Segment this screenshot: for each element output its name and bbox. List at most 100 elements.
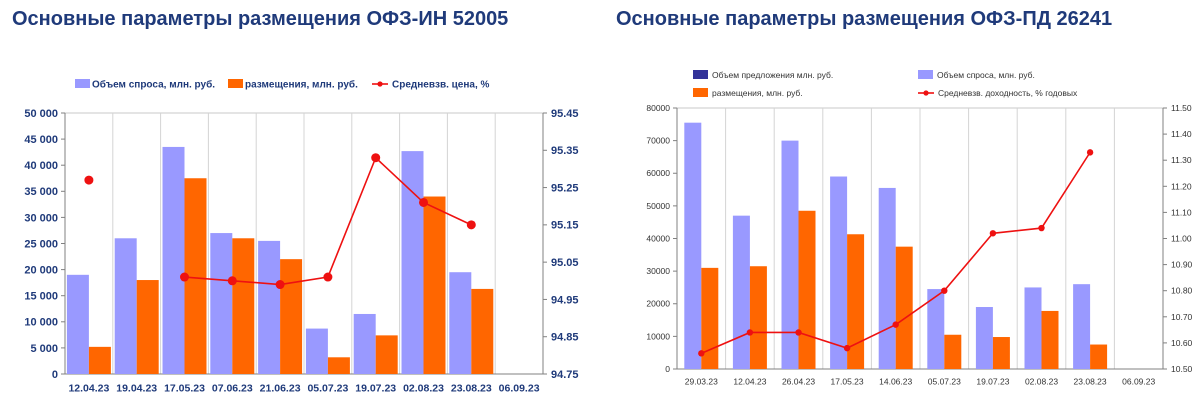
y-tick-label-left: 25 000	[24, 238, 58, 250]
line-point	[275, 280, 285, 290]
bar-demand	[66, 274, 89, 374]
y-tick-label-left: 80000	[646, 103, 670, 113]
x-tick-label: 17.05.23	[164, 383, 205, 395]
line-point	[419, 197, 428, 207]
y-tick-label-right: 95.15	[551, 220, 579, 232]
x-tick-label: 21.06.23	[260, 383, 301, 395]
line-point	[698, 350, 705, 357]
line-point	[84, 175, 94, 185]
bar-demand	[114, 238, 137, 374]
bar-placement	[1090, 344, 1108, 369]
bar-demand	[1024, 287, 1042, 369]
x-tick-label: 02.08.23	[1025, 377, 1058, 387]
bar-placement	[136, 280, 159, 374]
x-tick-label: 02.08.23	[403, 383, 444, 395]
y-tick-label-right: 10.70	[1171, 312, 1193, 322]
y-tick-label-right: 11.40	[1171, 129, 1192, 139]
legend-swatch	[75, 79, 90, 88]
line-point	[227, 276, 237, 286]
y-tick-label-left: 40000	[646, 233, 670, 243]
y-tick-label-right: 10.60	[1171, 338, 1193, 348]
x-tick-label: 12.04.23	[68, 383, 109, 395]
bar-placement	[992, 337, 1010, 369]
y-tick-label-right: 11.00	[1171, 233, 1192, 243]
x-tick-label: 14.06.23	[879, 377, 912, 387]
legend-swatch	[228, 79, 243, 88]
line-point	[180, 272, 189, 282]
y-tick-label-right: 11.10	[1171, 207, 1192, 217]
x-tick-label: 12.04.23	[733, 377, 766, 387]
y-tick-label-left: 10 000	[24, 317, 58, 329]
x-tick-label: 05.07.23	[307, 383, 348, 395]
legend-label: Объем спроса, млн. руб.	[92, 79, 215, 91]
line-point	[1086, 149, 1094, 156]
line-point	[371, 153, 381, 163]
bar-demand	[258, 240, 281, 374]
chart-panel-ofz-in-52005: Основные параметры размещения ОФЗ-ИН 520…	[12, 8, 579, 395]
y-tick-label-left: 10000	[646, 331, 670, 341]
bar-placement	[1041, 310, 1059, 369]
x-tick-label: 23.08.23	[451, 383, 492, 395]
x-tick-label: 26.04.23	[782, 377, 815, 387]
y-tick-label-left: 5 000	[30, 343, 58, 355]
x-tick-label: 29.03.23	[685, 377, 718, 387]
bar-placement	[184, 178, 207, 374]
y-tick-label-right: 10.90	[1171, 260, 1193, 270]
y-tick-label-left: 50000	[646, 201, 670, 211]
y-tick-label-left: 30000	[646, 266, 670, 276]
legend-swatch	[693, 88, 708, 97]
y-tick-label-left: 60000	[646, 168, 670, 178]
line-point	[892, 321, 899, 328]
y-tick-label-left: 20 000	[24, 264, 58, 276]
chart-title: Основные параметры размещения ОФЗ-ИН 520…	[12, 8, 509, 30]
y-tick-label-left: 15 000	[24, 291, 58, 303]
bar-placement	[798, 210, 816, 369]
line-point	[795, 329, 802, 336]
bar-placement	[944, 334, 962, 369]
chart-ofz-in-52005: 0 5 000 10 000 15 000 20 000 25 000 30 000 35 0…	[24, 79, 579, 395]
y-tick-label-right: 11.50	[1171, 103, 1192, 113]
legend-swatch	[693, 70, 708, 79]
bar-demand	[449, 272, 472, 374]
bar-demand	[162, 146, 185, 374]
bar-placement	[895, 246, 913, 369]
x-tick-label: 19.07.23	[355, 383, 396, 395]
line-point	[466, 220, 476, 230]
bar-placement	[327, 357, 350, 374]
legend-label: Средневзв. доходность, % годовых	[938, 88, 1078, 98]
x-tick-label: 17.05.23	[831, 377, 864, 387]
legend-label: размещения, млн. руб.	[712, 88, 803, 98]
bar-demand	[401, 151, 424, 374]
legend-label: размещения, млн. руб.	[245, 79, 358, 91]
bar-placement	[701, 267, 719, 369]
legend-label: Объем спроса, млн. руб.	[937, 70, 1035, 80]
line-point	[746, 329, 754, 336]
bar-placement	[471, 288, 494, 374]
x-tick-label: 06.09.23	[499, 383, 540, 395]
y-tick-label-left: 0	[665, 364, 670, 374]
y-tick-label-right: 95.05	[551, 257, 579, 269]
y-tick-label-right: 11.20	[1171, 181, 1192, 191]
bar-placement	[88, 346, 111, 374]
y-tick-label-right: 95.45	[551, 108, 579, 120]
bar-demand	[975, 307, 993, 369]
x-tick-label: 06.09.23	[1122, 377, 1155, 387]
bar-demand	[305, 328, 328, 374]
bar-demand	[878, 187, 896, 369]
y-tick-label-right: 94.75	[551, 369, 579, 381]
bar-demand	[927, 289, 945, 369]
y-tick-label-right: 95.35	[551, 145, 579, 157]
bar-demand	[732, 215, 750, 369]
y-tick-label-right: 10.50	[1171, 364, 1193, 374]
bar-demand	[210, 233, 233, 374]
line-point	[843, 344, 851, 352]
legend-swatch-marker	[923, 90, 929, 96]
x-tick-label: 05.07.23	[928, 377, 961, 387]
y-tick-label-left: 35 000	[24, 186, 58, 198]
bar-placement	[280, 259, 303, 374]
chart-title: Основные параметры размещения ОФЗ-ПД 262…	[616, 8, 1113, 30]
bar-demand	[684, 122, 702, 370]
x-tick-label: 19.07.23	[976, 377, 1009, 387]
bar-demand	[353, 313, 376, 374]
chart-panel-ofz-pd-26241: Основные параметры размещения ОФЗ-ПД 262…	[600, 0, 1200, 407]
